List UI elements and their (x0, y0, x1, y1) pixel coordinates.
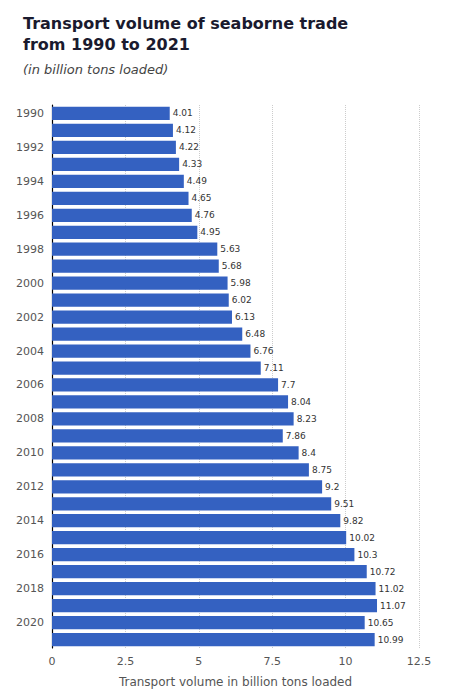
svg-text:2016: 2016 (16, 548, 44, 561)
svg-text:2006: 2006 (16, 378, 44, 391)
svg-text:10.99: 10.99 (378, 635, 404, 645)
svg-text:1994: 1994 (16, 175, 44, 188)
svg-text:2012: 2012 (16, 480, 44, 493)
svg-text:4.95: 4.95 (200, 227, 220, 237)
svg-text:5.98: 5.98 (231, 278, 251, 288)
svg-text:7.86: 7.86 (286, 431, 306, 441)
svg-text:9.2: 9.2 (325, 482, 339, 492)
svg-text:10.72: 10.72 (370, 567, 396, 577)
svg-text:2002: 2002 (16, 311, 44, 324)
svg-text:11.02: 11.02 (379, 584, 405, 594)
svg-text:1992: 1992 (16, 141, 44, 154)
svg-text:6.48: 6.48 (245, 329, 265, 339)
svg-text:2010: 2010 (16, 446, 44, 459)
svg-text:0: 0 (49, 655, 56, 668)
svg-text:9.51: 9.51 (334, 499, 354, 509)
svg-text:11.07: 11.07 (380, 601, 406, 611)
svg-text:10: 10 (339, 655, 353, 668)
svg-text:1990: 1990 (16, 107, 44, 120)
svg-text:6.13: 6.13 (235, 312, 255, 322)
svg-text:10.02: 10.02 (349, 533, 375, 543)
svg-text:1996: 1996 (16, 209, 44, 222)
svg-text:4.01: 4.01 (173, 108, 193, 118)
svg-text:7.7: 7.7 (281, 380, 295, 390)
svg-text:6.76: 6.76 (253, 346, 273, 356)
svg-text:6.02: 6.02 (232, 295, 252, 305)
svg-text:from 1990 to 2021: from 1990 to 2021 (23, 35, 190, 54)
svg-text:Transport volume of seaborne t: Transport volume of seaborne trade (23, 14, 348, 33)
svg-text:2020: 2020 (16, 616, 44, 629)
svg-text:8.04: 8.04 (291, 397, 311, 407)
svg-text:1998: 1998 (16, 243, 44, 256)
svg-text:4.22: 4.22 (179, 142, 199, 152)
svg-text:2014: 2014 (16, 514, 44, 527)
svg-text:9.82: 9.82 (343, 516, 363, 526)
svg-text:2018: 2018 (16, 582, 44, 595)
svg-text:12.5: 12.5 (407, 655, 432, 668)
svg-text:5: 5 (195, 655, 202, 668)
svg-text:Transport volume in billion to: Transport volume in billion tons loaded (118, 675, 352, 689)
svg-text:7.5: 7.5 (263, 655, 281, 668)
svg-text:2004: 2004 (16, 345, 44, 358)
svg-text:4.49: 4.49 (187, 176, 207, 186)
svg-text:10.65: 10.65 (368, 618, 394, 628)
svg-text:5.63: 5.63 (220, 244, 240, 254)
svg-text:7.11: 7.11 (264, 363, 284, 373)
svg-text:2.5: 2.5 (117, 655, 134, 668)
svg-text:2000: 2000 (16, 277, 44, 290)
svg-text:10.3: 10.3 (357, 550, 377, 560)
svg-text:8.23: 8.23 (297, 414, 317, 424)
svg-text:4.65: 4.65 (192, 193, 212, 203)
svg-text:4.33: 4.33 (182, 159, 202, 169)
svg-text:8.4: 8.4 (302, 448, 317, 458)
svg-text:4.76: 4.76 (195, 210, 215, 220)
svg-text:(in billion tons loaded): (in billion tons loaded) (23, 62, 168, 77)
svg-text:8.75: 8.75 (312, 465, 332, 475)
svg-text:5.68: 5.68 (222, 261, 242, 271)
svg-text:2008: 2008 (16, 412, 44, 425)
svg-text:4.12: 4.12 (176, 125, 196, 135)
